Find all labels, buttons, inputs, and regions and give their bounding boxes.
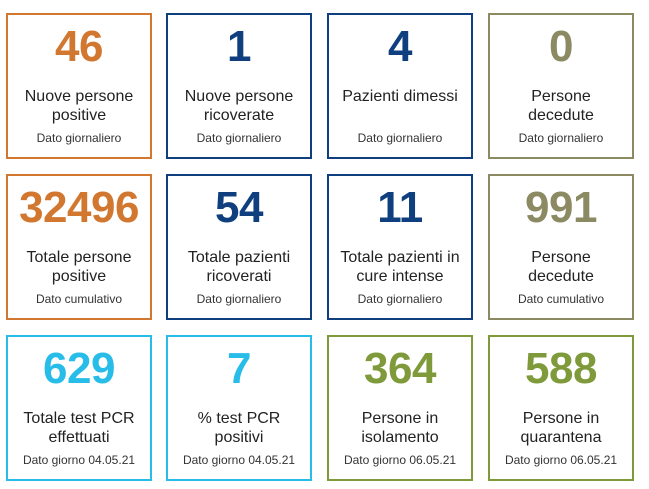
tile-pcr-positive-rate: 7 % test PCR positivi Dato giorno 04.05.… [166, 335, 312, 481]
tile-value: 7 [227, 344, 251, 393]
tile-label: Nuove persone ricoverate [184, 88, 294, 124]
tile-pcr-tests: 629 Totale test PCR effettuati Dato gior… [6, 335, 152, 481]
tile-subtext: Dato giornaliero [357, 131, 443, 145]
tile-label: Persone in isolamento [361, 410, 439, 446]
tile-subtext: Dato giorno 04.05.21 [182, 453, 296, 467]
tile-discharged: 4 Pazienti dimessi Dato giornaliero [327, 13, 473, 159]
tile-value: 588 [525, 344, 597, 393]
tile-subtext: Dato giornaliero [196, 292, 282, 306]
tile-label: Totale test PCR effettuati [23, 410, 135, 446]
tile-value: 54 [215, 183, 263, 232]
tile-subtext: Dato giornaliero [196, 131, 282, 145]
tile-new-hospitalized: 1 Nuove persone ricoverate Dato giornali… [166, 13, 312, 159]
tile-deceased-daily: 0 Persone decedute Dato giornaliero [488, 13, 634, 159]
tile-label: Persone decedute [528, 88, 594, 124]
tile-label: Totale persone positive [26, 249, 132, 285]
tile-value: 4 [388, 22, 412, 71]
tile-value: 11 [377, 183, 423, 232]
tile-value: 991 [525, 183, 597, 232]
tile-value: 0 [549, 22, 573, 71]
tile-label: Totale pazienti ricoverati [187, 249, 291, 285]
tile-subtext: Dato giorno 04.05.21 [22, 453, 136, 467]
tile-value: 364 [364, 344, 436, 393]
tile-value: 1 [227, 22, 251, 71]
tile-subtext: Dato giornaliero [518, 131, 604, 145]
tile-quarantine: 588 Persone in quarantena Dato giorno 06… [488, 335, 634, 481]
tile-subtext: Dato giorno 06.05.21 [504, 453, 618, 467]
tile-label: Nuove persone positive [24, 88, 134, 124]
tile-total-hospitalized: 54 Totale pazienti ricoverati Dato giorn… [166, 174, 312, 320]
tile-subtext: Dato cumulativo [35, 292, 123, 306]
tile-value: 629 [43, 344, 115, 393]
tile-deceased-cumulative: 991 Persone decedute Dato cumulativo [488, 174, 634, 320]
tile-total-positives: 32496 Totale persone positive Dato cumul… [6, 174, 152, 320]
tile-new-positives: 46 Nuove persone positive Dato giornalie… [6, 13, 152, 159]
tile-value: 46 [55, 22, 103, 71]
tile-isolation: 364 Persone in isolamento Dato giorno 06… [327, 335, 473, 481]
tile-subtext: Dato giornaliero [357, 292, 443, 306]
tile-subtext: Dato giorno 06.05.21 [343, 453, 457, 467]
tile-label: Persone in quarantena [520, 410, 602, 446]
tile-label: % test PCR positivi [197, 410, 281, 446]
tile-label: Pazienti dimessi [342, 88, 458, 105]
tile-label: Persone decedute [528, 249, 594, 285]
tile-intensive-care: 11 Totale pazienti in cure intense Dato … [327, 174, 473, 320]
tile-subtext: Dato giornaliero [36, 131, 122, 145]
tile-subtext: Dato cumulativo [517, 292, 605, 306]
tile-label: Totale pazienti in cure intense [340, 249, 460, 285]
tile-value: 32496 [19, 183, 139, 232]
